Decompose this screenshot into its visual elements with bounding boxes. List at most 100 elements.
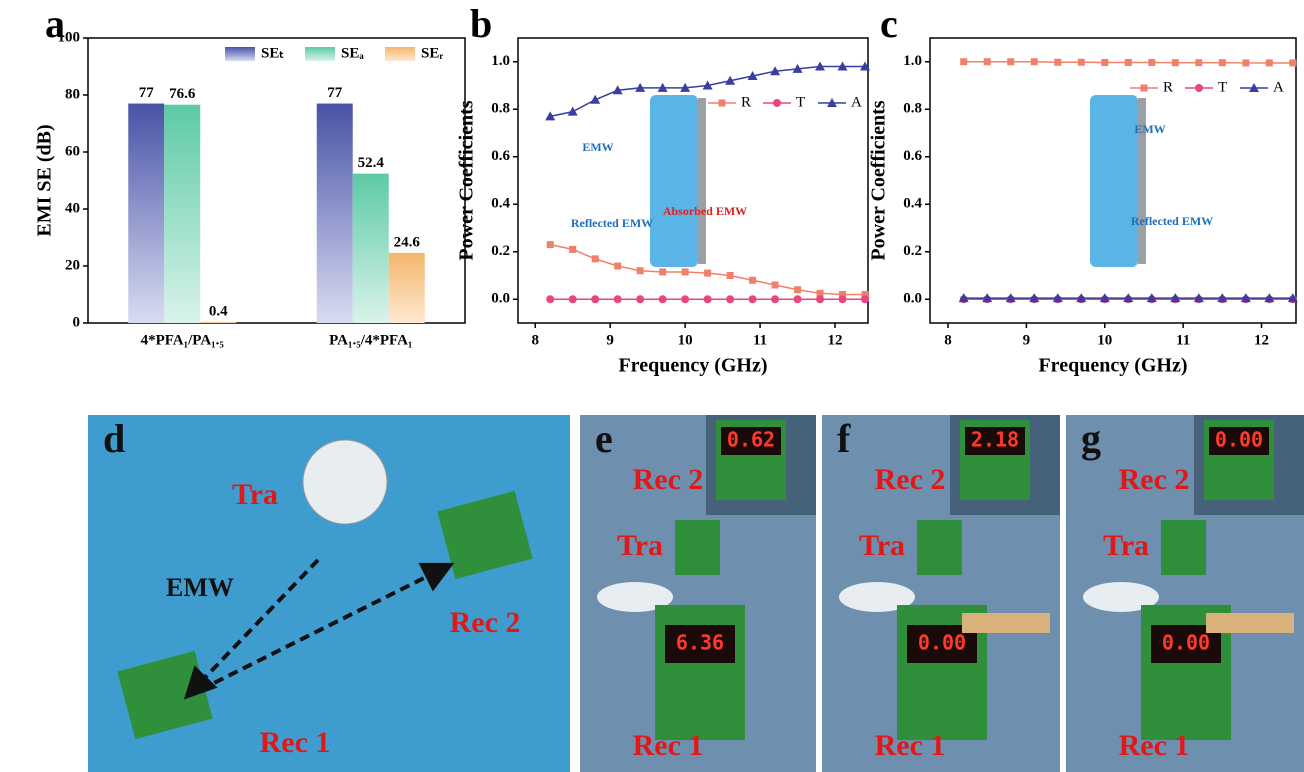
bar-value-label: 52.4: [358, 155, 385, 171]
transmitter-disc: [303, 440, 387, 524]
legend-label: T: [796, 94, 805, 110]
marker: [960, 58, 967, 65]
tra-board: [917, 520, 962, 575]
reading: 0.00: [1162, 631, 1210, 655]
series-line: [550, 67, 865, 117]
marker: [590, 95, 600, 104]
marker: [592, 255, 599, 262]
legend-label: A: [1273, 79, 1284, 95]
marker: [1195, 84, 1203, 92]
bar: [164, 105, 200, 323]
photo-label: Tra: [232, 478, 278, 511]
x-tick-label: 4*PFA₁/PA₁.₅: [141, 332, 225, 348]
marker: [682, 268, 689, 275]
tra-board: [675, 520, 720, 575]
marker: [1289, 59, 1296, 66]
bar-value-label: 24.6: [394, 234, 421, 250]
y-tick-label: 1.0: [491, 53, 510, 69]
marker: [984, 58, 991, 65]
inset-layer: [698, 98, 706, 264]
photo-label: Rec 1: [260, 726, 331, 759]
annotation: Absorbed EMW: [663, 204, 747, 218]
tra-board: [1161, 520, 1206, 575]
series-line: [550, 245, 865, 295]
x-axis-title: Frequency (GHz): [1038, 355, 1187, 377]
marker: [771, 295, 779, 303]
y-tick-label: 100: [58, 29, 81, 45]
legend-label: R: [1163, 79, 1173, 95]
x-tick-label: 8: [531, 332, 539, 348]
marker: [749, 295, 757, 303]
photo-label: Rec 1: [1119, 729, 1190, 762]
photo-label: Tra: [1103, 529, 1149, 562]
marker: [637, 267, 644, 274]
marker: [1219, 59, 1226, 66]
marker: [1266, 59, 1273, 66]
marker: [794, 295, 802, 303]
y-tick-label: 0.6: [491, 148, 510, 164]
x-tick-label: 8: [944, 332, 952, 348]
legend-label: A: [851, 94, 862, 110]
bar-value-label: 0.4: [209, 303, 228, 319]
marker: [614, 295, 622, 303]
photo-label: Rec 2: [450, 606, 521, 639]
reading: 2.18: [971, 428, 1019, 452]
legend-label: T: [1218, 79, 1227, 95]
x-tick-label: 10: [678, 332, 693, 348]
bar: [389, 253, 425, 323]
y-tick-label: 0.8: [491, 101, 510, 117]
x-tick-label: 12: [828, 332, 843, 348]
y-tick-label: 0: [73, 314, 81, 330]
panel-label: d: [103, 416, 125, 461]
marker: [1148, 59, 1155, 66]
marker: [1242, 59, 1249, 66]
reading: 0.00: [1215, 428, 1263, 452]
marker: [773, 99, 781, 107]
bar-value-label: 77: [327, 85, 343, 101]
marker: [1031, 58, 1038, 65]
y-tick-label: 60: [65, 143, 80, 159]
marker: [726, 295, 734, 303]
marker: [1172, 59, 1179, 66]
legend-label: SEₜ: [261, 45, 284, 61]
marker: [704, 295, 712, 303]
marker: [547, 241, 554, 248]
legend-swatch: [385, 47, 415, 61]
photo-label: Rec 1: [633, 729, 704, 762]
photo-label: Rec 2: [1119, 463, 1190, 496]
y-tick-label: 0.0: [903, 291, 922, 307]
y-tick-label: 0.2: [903, 243, 922, 259]
bar: [128, 104, 164, 323]
bar-value-label: 76.6: [169, 86, 196, 102]
marker: [794, 286, 801, 293]
y-tick-label: 80: [65, 86, 80, 102]
y-tick-label: 1.0: [903, 53, 922, 69]
marker: [1141, 85, 1148, 92]
marker: [839, 295, 847, 303]
reading: 0.00: [918, 631, 966, 655]
marker: [1007, 58, 1014, 65]
marker: [659, 295, 667, 303]
marker: [1054, 59, 1061, 66]
marker: [719, 100, 726, 107]
marker: [727, 272, 734, 279]
inset-fibers: [1090, 95, 1138, 267]
marker: [591, 295, 599, 303]
bar-value-label: 77: [139, 85, 155, 101]
y-tick-label: 0.4: [903, 196, 922, 212]
marker: [704, 270, 711, 277]
bar: [317, 104, 353, 323]
photo-label: Tra: [859, 529, 905, 562]
x-tick-label: PA₁.₅/4*PFA₁: [329, 332, 412, 348]
panel-label: b: [470, 1, 492, 46]
marker: [861, 295, 869, 303]
y-tick-label: 0.2: [491, 243, 510, 259]
x-tick-label: 12: [1254, 332, 1269, 348]
annotation: Reflected EMW: [571, 216, 653, 230]
reading: 6.36: [676, 631, 724, 655]
marker: [1101, 59, 1108, 66]
marker: [749, 277, 756, 284]
photo-label: Rec 1: [875, 729, 946, 762]
y-axis-title: Power Coefficients: [456, 100, 478, 260]
wood-stick: [1206, 613, 1294, 633]
